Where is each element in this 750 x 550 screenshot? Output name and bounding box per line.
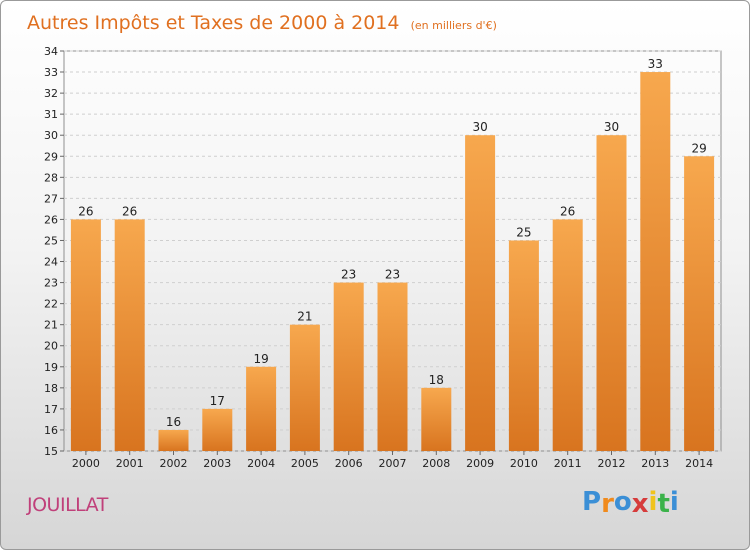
value-label-2014: 29 [691, 141, 706, 155]
bar-2006 [333, 282, 364, 451]
value-label-2006: 23 [341, 268, 356, 282]
chart-title: Autres Impôts et Taxes de 2000 à 2014 (e… [27, 12, 497, 34]
bar-2008 [421, 387, 452, 451]
value-label-2011: 26 [560, 204, 575, 218]
y-tick-label: 31 [44, 108, 58, 121]
bar-2000 [70, 219, 101, 451]
value-label-2010: 25 [516, 225, 531, 239]
logo-letter: i [648, 487, 658, 517]
value-label-2012: 30 [604, 120, 619, 134]
logo-letter: t [657, 489, 670, 519]
x-tick-label-2000: 2000 [72, 457, 100, 470]
x-tick-label-2004: 2004 [247, 457, 275, 470]
logo-letter: i [669, 487, 679, 517]
value-label-2001: 26 [122, 204, 137, 218]
y-tick-label: 29 [44, 150, 58, 163]
y-tick-label: 24 [44, 256, 58, 269]
value-label-2004: 19 [253, 352, 268, 366]
x-tick-label-2013: 2013 [641, 457, 669, 470]
bar-2002 [158, 429, 189, 451]
logo-letter: x [631, 489, 649, 519]
y-axis: 15 16 17 18 19 20 21 22 23 24 25 26 27 28 29 30 31 32 33 34 [44, 45, 64, 458]
y-tick-label: 26 [44, 213, 58, 226]
y-tick-label: 21 [44, 319, 58, 332]
value-label-2000: 26 [78, 204, 93, 218]
x-tick-label-2003: 2003 [203, 457, 231, 470]
y-tick-label: 18 [44, 382, 58, 395]
y-tick-label: 16 [44, 424, 58, 437]
bar-2012 [596, 135, 627, 452]
bar-2013 [640, 72, 671, 451]
logo-letter: o [613, 487, 632, 517]
logo-letter: r [601, 489, 614, 519]
value-label-2009: 30 [472, 120, 487, 134]
y-tick-label: 28 [44, 171, 58, 184]
y-tick-label: 32 [44, 87, 58, 100]
chart-subtitle: (en milliers d'€) [411, 19, 497, 32]
bar-2003 [202, 408, 233, 451]
y-tick-label: 25 [44, 234, 58, 247]
bar-2011 [552, 219, 583, 451]
x-tick-label-2010: 2010 [510, 457, 538, 470]
x-tick-label-2012: 2012 [598, 457, 626, 470]
value-label-2003: 17 [210, 394, 225, 408]
bar-2009 [465, 135, 496, 452]
x-tick-label-2011: 2011 [554, 457, 582, 470]
value-label-2008: 18 [429, 373, 444, 387]
bar-2014 [684, 156, 715, 451]
bar-2010 [508, 240, 539, 451]
x-tick-label-2008: 2008 [422, 457, 450, 470]
x-tick-label-2014: 2014 [685, 457, 713, 470]
y-tick-label: 34 [44, 45, 58, 58]
value-label-2013: 33 [648, 57, 663, 71]
y-tick-label: 33 [44, 66, 58, 79]
value-label-2007: 23 [385, 268, 400, 282]
x-axis: 2000 2001 2002 2003 2004 2005 2006 2007 2008 2009… [72, 451, 713, 470]
value-label-2002: 16 [166, 415, 181, 429]
logo-letter: P [582, 487, 602, 517]
bar-2004 [246, 366, 277, 451]
x-tick-label-2009: 2009 [466, 457, 494, 470]
y-tick-label: 20 [44, 340, 58, 353]
bars: 26 26 16 17 19 21 23 23 18 30 25 26 30 33 29 [70, 57, 715, 452]
bar-2001 [114, 219, 145, 451]
location-name: JOUILLAT [27, 494, 108, 516]
value-label-2005: 21 [297, 310, 312, 324]
y-tick-label: 19 [44, 361, 58, 374]
bar-2007 [377, 282, 408, 451]
y-tick-label: 23 [44, 277, 58, 290]
bar-2005 [289, 324, 320, 451]
y-tick-label: 15 [44, 445, 58, 458]
y-tick-label: 30 [44, 129, 58, 142]
proxiti-logo: Proxiti [582, 487, 679, 519]
y-tick-label: 17 [44, 403, 58, 416]
x-tick-label-2002: 2002 [160, 457, 188, 470]
x-tick-label-2001: 2001 [116, 457, 144, 470]
x-tick-label-2007: 2007 [379, 457, 407, 470]
x-tick-label-2006: 2006 [335, 457, 363, 470]
y-tick-label: 27 [44, 192, 58, 205]
x-tick-label-2005: 2005 [291, 457, 319, 470]
y-tick-label: 22 [44, 298, 58, 311]
chart-title-main: Autres Impôts et Taxes de 2000 à 2014 [27, 12, 400, 34]
